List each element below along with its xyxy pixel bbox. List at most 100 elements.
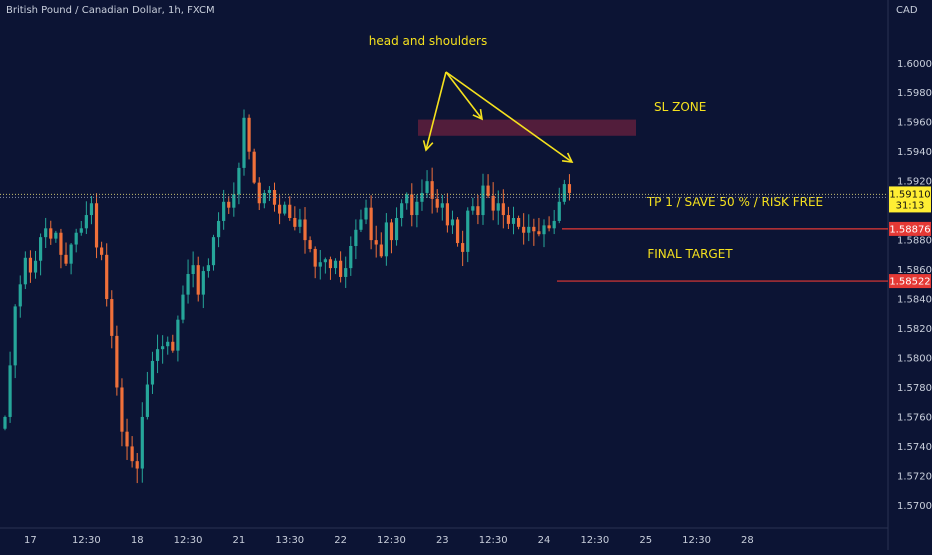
y-tick-label: 1.58600 xyxy=(897,265,932,276)
candle xyxy=(125,418,129,460)
final-target-label: FINAL TARGET xyxy=(647,247,733,261)
currency-label: CAD xyxy=(896,5,918,16)
bar-countdown-text: 31:13 xyxy=(896,200,925,211)
candle xyxy=(318,249,322,280)
x-tick-label: 17 xyxy=(24,535,37,546)
candle xyxy=(277,195,282,225)
candle xyxy=(359,209,363,233)
candle xyxy=(461,230,465,266)
candle xyxy=(140,402,144,483)
y-tick-label: 1.58400 xyxy=(897,295,932,306)
candle xyxy=(405,192,409,210)
arrow-line xyxy=(425,71,447,151)
candle xyxy=(110,290,114,349)
candle xyxy=(537,217,541,237)
candle xyxy=(400,199,404,227)
arrow-head xyxy=(422,140,434,152)
candle xyxy=(455,217,460,247)
candle xyxy=(384,213,388,266)
candle xyxy=(94,193,99,259)
candle xyxy=(59,228,63,269)
x-tick-label: 28 xyxy=(741,535,754,546)
candle xyxy=(211,234,216,271)
candle xyxy=(323,257,327,274)
tp1-price-text: 1.58876 xyxy=(889,224,930,235)
x-tick-label: 23 xyxy=(436,535,449,546)
candle xyxy=(486,174,490,199)
pattern-arrows[interactable] xyxy=(422,71,574,163)
candle xyxy=(272,182,277,212)
x-tick-label: 13:30 xyxy=(275,535,304,546)
x-tick-label: 12:30 xyxy=(174,535,203,546)
candle xyxy=(216,212,221,248)
candle xyxy=(262,189,266,209)
y-tick-label: 1.57000 xyxy=(897,501,932,512)
candle xyxy=(44,217,48,249)
x-tick-label: 24 xyxy=(538,535,551,546)
y-tick-label: 1.58200 xyxy=(897,324,932,335)
candle xyxy=(298,208,302,234)
final-target-price-text: 1.58522 xyxy=(889,277,930,288)
candle xyxy=(333,258,338,275)
candle xyxy=(89,196,94,225)
x-tick-label: 22 xyxy=(334,535,347,546)
sl-zone-box[interactable] xyxy=(418,119,636,136)
candle xyxy=(69,242,73,275)
current-price-tag xyxy=(889,186,931,213)
candle xyxy=(171,334,175,353)
candle xyxy=(257,177,261,210)
candle xyxy=(105,243,109,307)
final-target-price-tag xyxy=(889,274,931,289)
tp1-label: TP 1 / SAVE 50 % / RISK FREE xyxy=(646,195,823,209)
candle xyxy=(481,173,485,225)
candle xyxy=(501,189,505,229)
candle xyxy=(552,209,556,235)
candle xyxy=(54,230,58,243)
candle xyxy=(247,114,251,160)
candle xyxy=(527,214,531,242)
candle xyxy=(420,179,424,211)
candle xyxy=(38,233,43,276)
candle xyxy=(430,167,434,214)
arrow-line xyxy=(445,71,483,120)
candle xyxy=(562,179,566,205)
candle xyxy=(557,187,561,224)
candle xyxy=(425,170,429,198)
candle xyxy=(440,194,444,221)
candle xyxy=(349,236,353,276)
candle xyxy=(145,371,149,420)
candle xyxy=(308,236,312,253)
y-tick-label: 1.59800 xyxy=(897,88,932,99)
candle xyxy=(522,213,526,245)
x-tick-label: 12:30 xyxy=(479,535,508,546)
candle xyxy=(293,206,297,231)
candle xyxy=(511,206,516,235)
y-tick-label: 1.60000 xyxy=(897,59,932,70)
candle xyxy=(410,183,414,227)
y-tick-label: 1.59200 xyxy=(897,177,932,188)
candle xyxy=(303,207,307,254)
candle xyxy=(379,232,383,258)
candle xyxy=(471,197,475,215)
candle xyxy=(13,304,17,379)
y-tick-label: 1.57400 xyxy=(897,442,932,453)
candle xyxy=(313,246,317,279)
candle xyxy=(369,195,373,250)
candle xyxy=(161,335,165,364)
candle xyxy=(542,219,546,248)
candle xyxy=(328,256,333,280)
candle xyxy=(354,219,358,260)
candle xyxy=(394,207,399,246)
x-tick-label: 25 xyxy=(639,535,652,546)
candle xyxy=(33,250,38,279)
candle xyxy=(206,258,210,278)
candle xyxy=(547,216,551,232)
candle xyxy=(242,109,246,176)
y-tick-label: 1.57600 xyxy=(897,412,932,423)
x-tick-label: 18 xyxy=(131,535,144,546)
arrow-line xyxy=(445,71,573,163)
symbol-title: British Pound / Canadian Dollar, 1h, FXC… xyxy=(6,5,215,16)
candle xyxy=(374,225,378,258)
